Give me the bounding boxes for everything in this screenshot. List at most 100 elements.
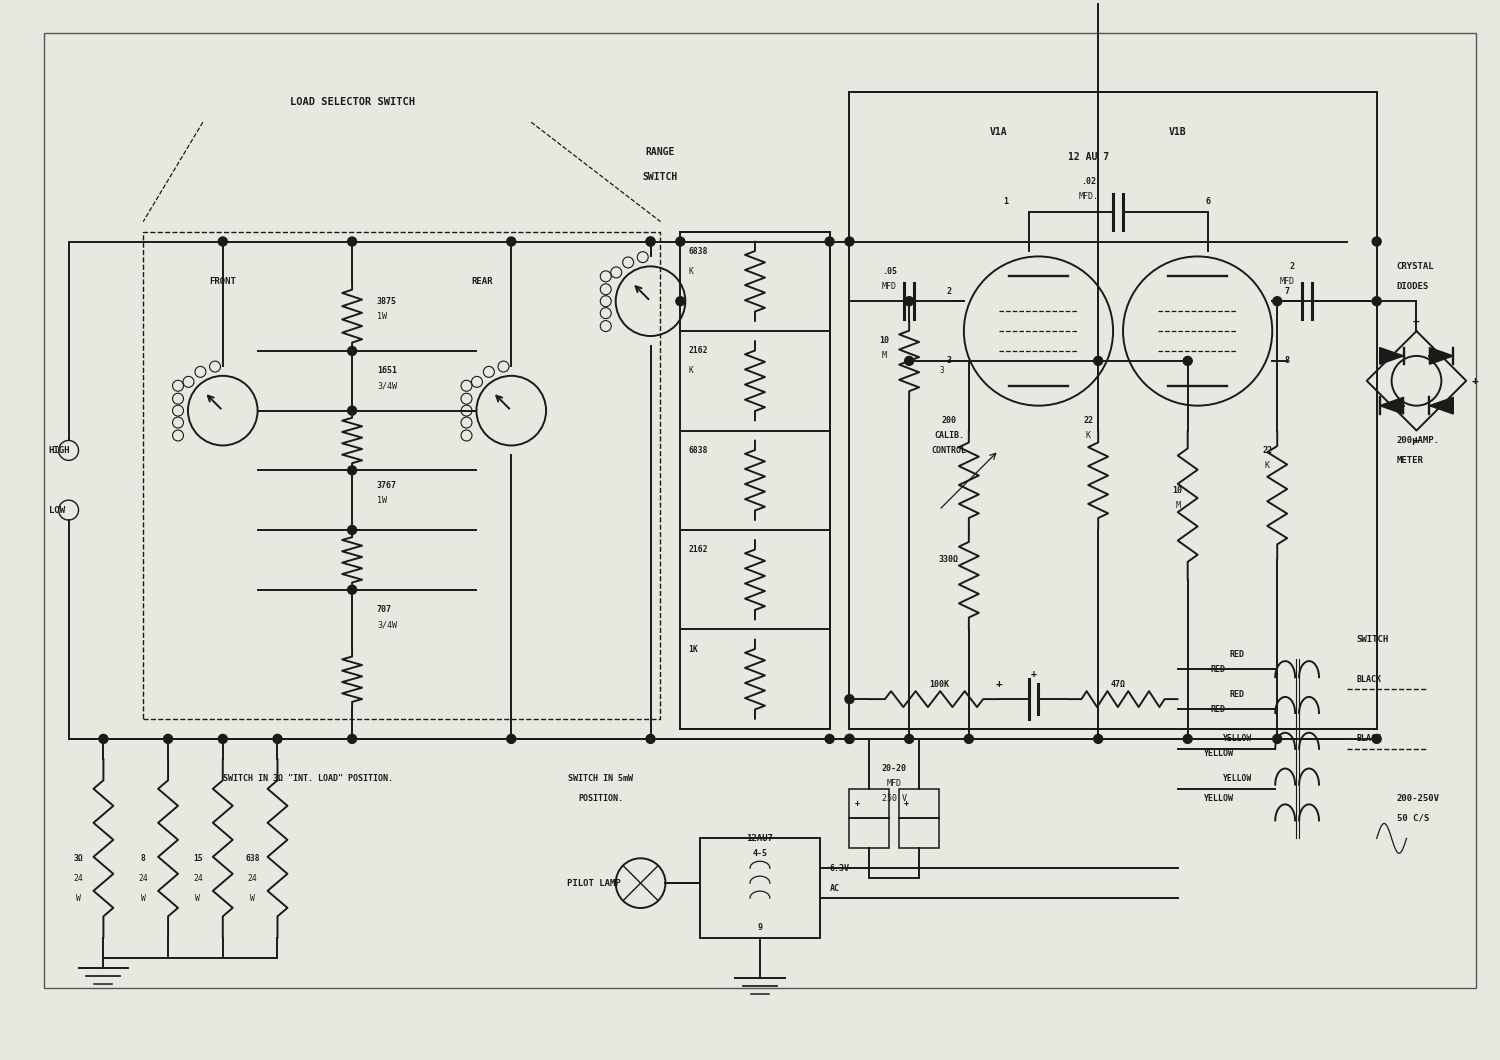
Text: V1A: V1A — [990, 127, 1008, 137]
Text: 6.3V: 6.3V — [830, 864, 849, 872]
Text: 3: 3 — [939, 367, 944, 375]
Bar — [849, 789, 889, 848]
Circle shape — [676, 237, 686, 246]
Text: YELLOW: YELLOW — [1222, 735, 1252, 743]
Bar — [700, 838, 819, 938]
Text: LOW: LOW — [48, 506, 64, 514]
Text: 22: 22 — [1263, 446, 1272, 455]
Text: 10: 10 — [879, 336, 890, 346]
Circle shape — [1184, 735, 1192, 743]
Polygon shape — [1430, 348, 1454, 365]
Circle shape — [348, 526, 357, 534]
Circle shape — [99, 735, 108, 743]
Text: BLACK: BLACK — [1358, 735, 1382, 743]
Text: 3/4W: 3/4W — [376, 620, 398, 629]
Text: 4-5: 4-5 — [753, 849, 768, 858]
Text: M: M — [1174, 500, 1180, 510]
Text: MFD.: MFD. — [1078, 192, 1098, 201]
Text: 50 C/S: 50 C/S — [1396, 814, 1429, 823]
Circle shape — [348, 347, 357, 355]
Circle shape — [646, 735, 656, 743]
Text: M: M — [882, 352, 886, 360]
Text: RED: RED — [1230, 650, 1245, 659]
Text: K: K — [688, 267, 693, 276]
Text: CONTROL: CONTROL — [932, 446, 966, 455]
Circle shape — [844, 694, 853, 704]
Text: 24: 24 — [74, 873, 84, 883]
Text: RED: RED — [1210, 665, 1225, 674]
Text: 24: 24 — [194, 873, 202, 883]
Circle shape — [507, 735, 516, 743]
Circle shape — [1372, 237, 1382, 246]
Text: 200μAMP.: 200μAMP. — [1396, 436, 1440, 445]
Text: HIGH: HIGH — [48, 446, 70, 455]
Text: 10: 10 — [1173, 485, 1182, 495]
Circle shape — [164, 735, 172, 743]
Circle shape — [1272, 297, 1281, 305]
Text: SWITCH: SWITCH — [1358, 635, 1389, 643]
Text: 7: 7 — [1284, 287, 1290, 296]
Text: 3/4W: 3/4W — [376, 382, 398, 390]
Text: 3875: 3875 — [376, 297, 398, 305]
Text: 6838: 6838 — [688, 446, 708, 455]
Text: 8: 8 — [1284, 356, 1290, 366]
Text: +: + — [855, 799, 859, 808]
Text: 100K: 100K — [928, 679, 950, 689]
Text: 638: 638 — [246, 853, 259, 863]
Text: 200: 200 — [942, 417, 957, 425]
Text: YELLOW: YELLOW — [1203, 794, 1233, 803]
Circle shape — [646, 237, 656, 246]
Text: +: + — [1030, 669, 1036, 679]
Text: PILOT LAMP: PILOT LAMP — [567, 879, 621, 887]
Text: AC: AC — [830, 884, 840, 893]
Text: 2: 2 — [1290, 262, 1294, 271]
Text: CALIB.: CALIB. — [934, 431, 964, 440]
Bar — [142, 231, 660, 719]
Circle shape — [507, 237, 516, 246]
Circle shape — [825, 735, 834, 743]
Circle shape — [219, 735, 228, 743]
Text: +: + — [1472, 376, 1478, 386]
Text: CRYSTAL: CRYSTAL — [1396, 262, 1434, 271]
Text: 330Ω: 330Ω — [939, 555, 958, 564]
Text: METER: METER — [1396, 456, 1423, 465]
Text: 1: 1 — [1004, 197, 1008, 207]
Polygon shape — [1380, 398, 1404, 414]
Text: LOAD SELECTOR SWITCH: LOAD SELECTOR SWITCH — [290, 98, 414, 107]
Text: K: K — [1264, 461, 1270, 470]
Circle shape — [844, 735, 853, 743]
Text: 12AU7: 12AU7 — [747, 834, 774, 843]
Text: POSITION.: POSITION. — [579, 794, 624, 803]
Text: RANGE: RANGE — [646, 147, 675, 157]
Text: FRONT: FRONT — [210, 277, 236, 286]
Text: 47Ω: 47Ω — [1110, 679, 1125, 689]
Circle shape — [646, 237, 656, 246]
Polygon shape — [1430, 398, 1454, 414]
Text: 24: 24 — [248, 873, 258, 883]
Text: 12 AU 7: 12 AU 7 — [1068, 152, 1108, 162]
Text: 2162: 2162 — [688, 546, 708, 554]
Text: K: K — [1086, 431, 1090, 440]
Text: DIODES: DIODES — [1396, 282, 1429, 290]
Text: REAR: REAR — [471, 277, 494, 286]
Text: YELLOW: YELLOW — [1222, 774, 1252, 783]
Text: 9: 9 — [758, 923, 762, 933]
Circle shape — [1272, 735, 1281, 743]
Circle shape — [348, 735, 357, 743]
Text: SWITCH IN 3Ω "INT. LOAD" POSITION.: SWITCH IN 3Ω "INT. LOAD" POSITION. — [224, 774, 393, 783]
Text: MFD: MFD — [882, 282, 897, 290]
Circle shape — [273, 735, 282, 743]
Polygon shape — [1380, 348, 1404, 365]
Circle shape — [844, 237, 853, 246]
Text: 22: 22 — [1083, 417, 1094, 425]
Text: MFD: MFD — [886, 779, 902, 789]
Circle shape — [1094, 735, 1102, 743]
Text: MFD: MFD — [1280, 277, 1294, 286]
Text: W: W — [76, 894, 81, 902]
Circle shape — [825, 237, 834, 246]
Text: V1B: V1B — [1168, 127, 1186, 137]
Text: 200-250V: 200-250V — [1396, 794, 1440, 803]
Text: 24: 24 — [138, 873, 148, 883]
Circle shape — [219, 237, 228, 246]
Text: 707: 707 — [376, 605, 392, 614]
